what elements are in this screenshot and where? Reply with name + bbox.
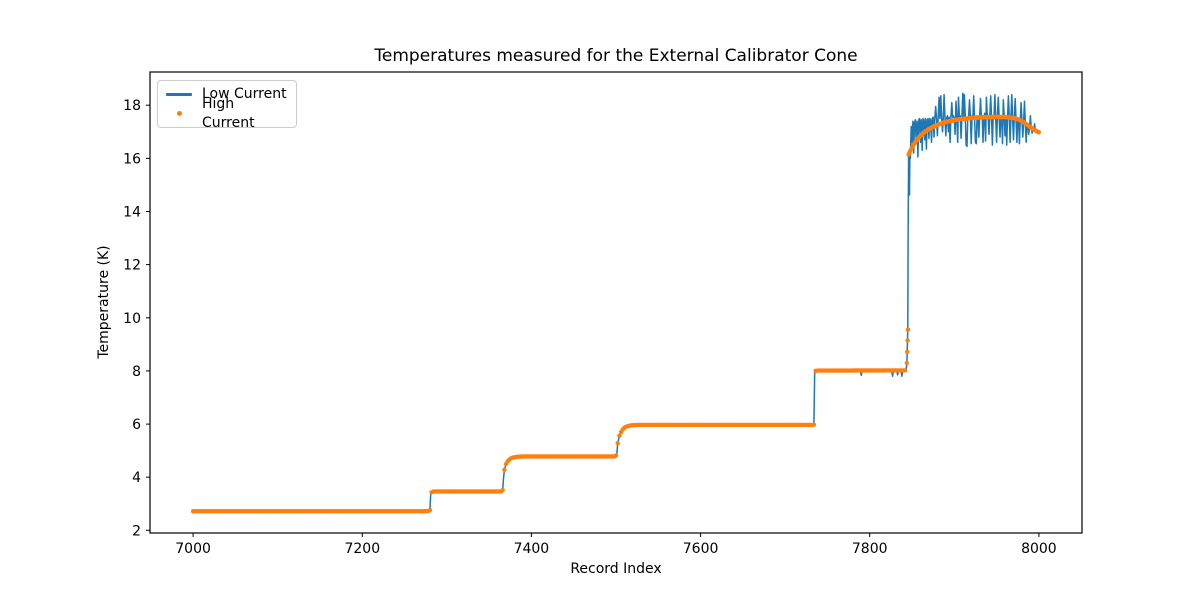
axes-frame — [149, 71, 1083, 534]
legend: Low Current High Current — [157, 80, 297, 131]
svg-text:7400: 7400 — [514, 541, 550, 557]
legend-label: High Current — [202, 95, 255, 131]
svg-text:16: 16 — [123, 151, 141, 167]
series-high-current — [190, 114, 1042, 514]
legend-label: Low Current — [202, 86, 287, 102]
svg-text:10: 10 — [123, 311, 141, 327]
svg-text:7200: 7200 — [344, 541, 380, 557]
svg-text:7800: 7800 — [852, 541, 888, 557]
chart-title: Temperatures measured for the External C… — [374, 46, 858, 66]
svg-text:8: 8 — [132, 364, 141, 380]
svg-text:14: 14 — [123, 205, 141, 221]
svg-text:18: 18 — [123, 98, 141, 114]
svg-text:7600: 7600 — [683, 541, 719, 557]
svg-text:12: 12 — [123, 258, 141, 274]
svg-text:7000: 7000 — [175, 541, 211, 557]
x-axis-label: Record Index — [570, 561, 662, 577]
svg-text:8000: 8000 — [1021, 541, 1057, 557]
x-axis-ticks: 7000 7200 7400 7600 7800 8000 — [175, 533, 1057, 557]
y-axis-ticks: 2 4 6 8 10 12 14 16 18 — [123, 98, 150, 539]
legend-item-high-current: High Current — [166, 96, 288, 131]
legend-item-low-current: Low Current — [166, 85, 288, 104]
svg-text:2: 2 — [132, 523, 141, 539]
svg-text:6: 6 — [132, 417, 141, 433]
legend-line-marker-icon — [166, 93, 192, 96]
legend-dot-marker-icon — [166, 111, 192, 116]
svg-text:4: 4 — [132, 470, 141, 486]
y-axis-label: Temperature (K) — [96, 245, 112, 359]
